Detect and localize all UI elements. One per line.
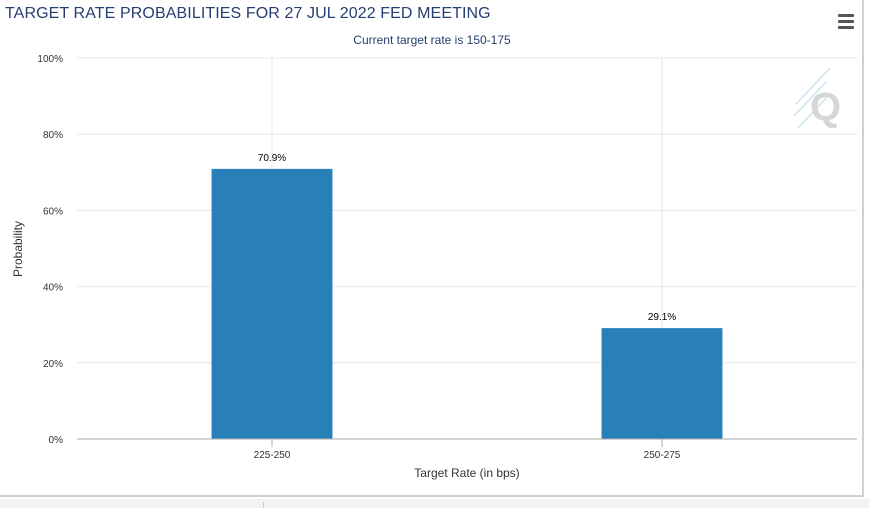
- watermark-letter: Q: [810, 85, 841, 129]
- chart-title: TARGET RATE PROBABILITIES FOR 27 JUL 202…: [5, 5, 491, 22]
- hamburger-menu-icon[interactable]: [836, 12, 856, 30]
- x-tick-label: 250-275: [644, 450, 681, 461]
- y-tick-label: 40%: [43, 283, 63, 294]
- y-tick-label: 60%: [43, 206, 63, 217]
- x-tick-label: 225-250: [254, 450, 291, 461]
- bars: 70.9% 29.1%: [211, 153, 723, 439]
- chart-frame: [0, 0, 864, 497]
- tick-labels: 0% 20% 40% 60% 80% 100% 225-250 250-275: [37, 54, 680, 461]
- bottom-separator: [263, 502, 264, 508]
- bar: [601, 328, 723, 439]
- y-tick-label: 0%: [49, 435, 64, 446]
- x-axis-title: Target Rate (in bps): [414, 466, 519, 480]
- y-tick-label: 100%: [37, 54, 63, 65]
- bar-data-label: 29.1%: [648, 312, 676, 323]
- watermark-logo: Q: [793, 67, 841, 129]
- gridlines: [77, 57, 857, 439]
- bar: [211, 168, 333, 439]
- y-tick-label: 80%: [43, 130, 63, 141]
- y-axis-title: Probability: [11, 221, 25, 277]
- bar-data-label: 70.9%: [258, 153, 286, 164]
- bar-chart: Q 70.9% 29.1% 0% 20% 40% 60% 80% 100% 225-250 25…: [11, 54, 857, 480]
- y-tick-label: 20%: [43, 359, 63, 370]
- chart-subtitle: Current target rate is 150-175: [353, 33, 511, 47]
- bottom-strip: [0, 499, 869, 508]
